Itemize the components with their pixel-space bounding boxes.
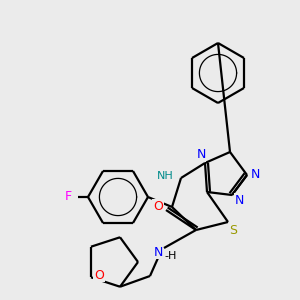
Text: -H: -H [165,251,177,261]
Text: N: N [196,148,206,161]
Text: NH: NH [157,171,173,181]
Text: N: N [234,194,244,206]
Text: F: F [64,190,72,203]
Text: O: O [153,200,163,212]
Text: S: S [229,224,237,236]
Text: N: N [250,169,260,182]
Text: N: N [153,245,163,259]
Text: O: O [94,269,104,282]
